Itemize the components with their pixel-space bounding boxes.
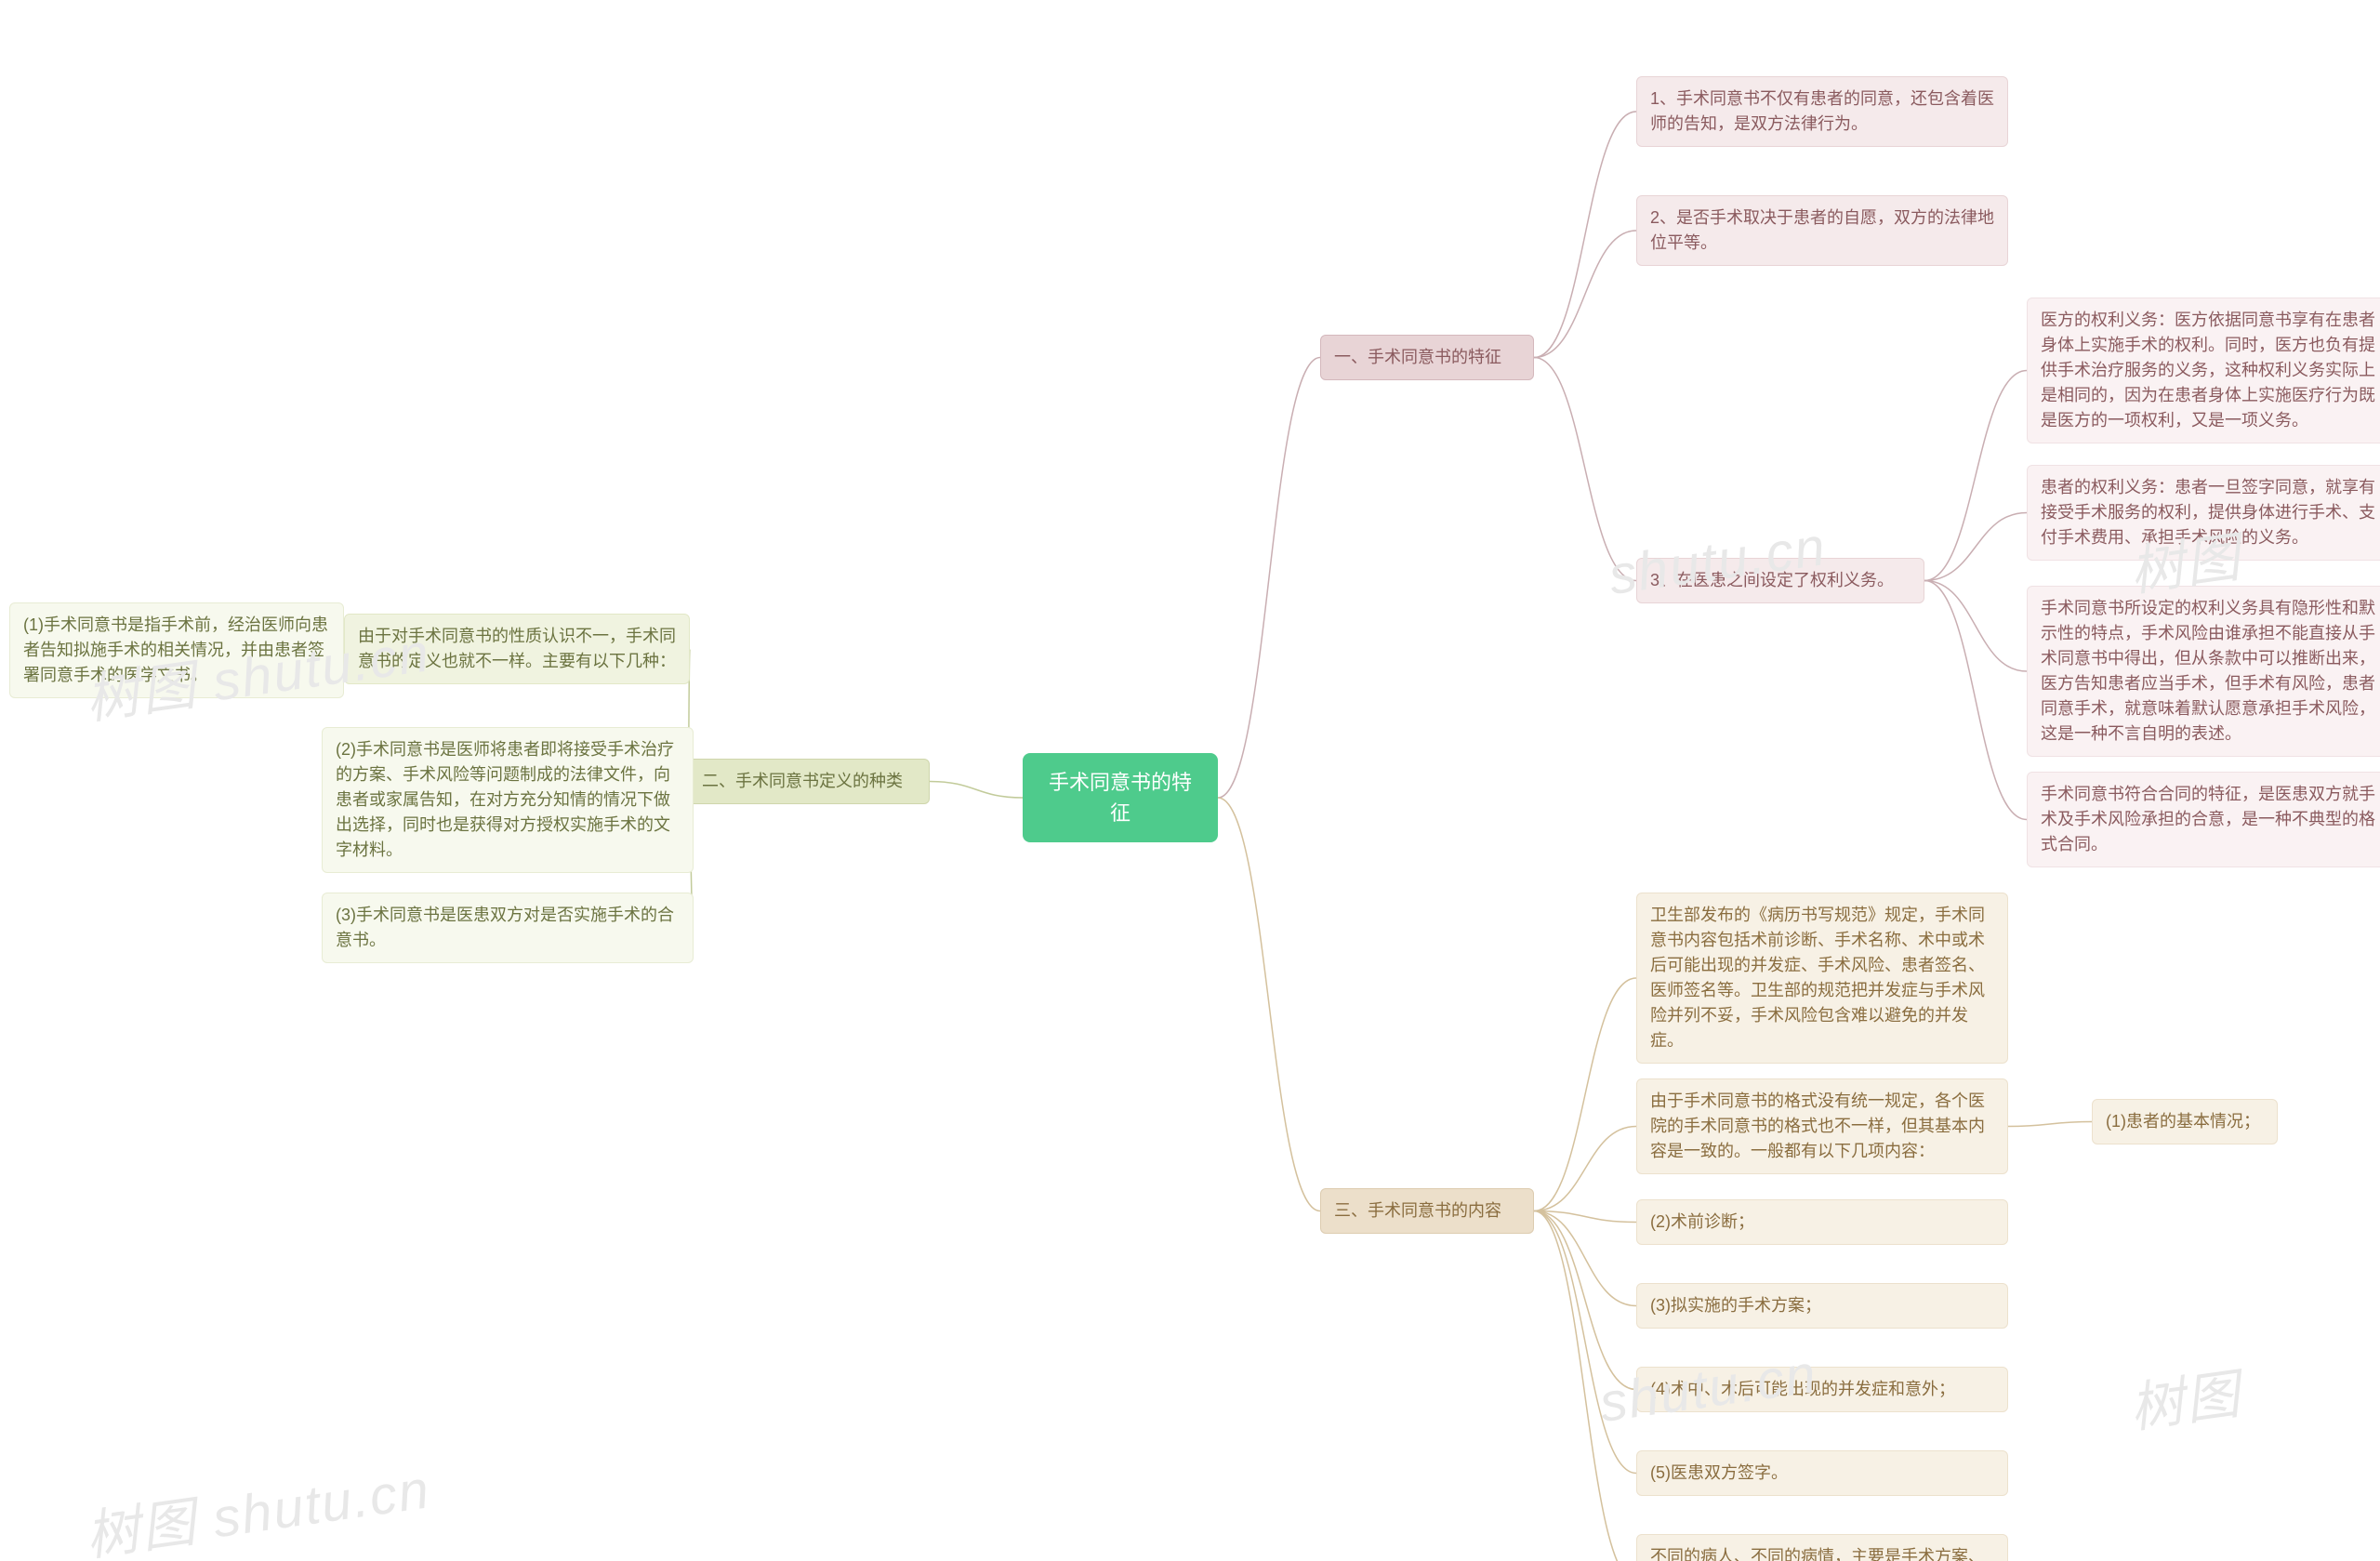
watermark: 树图	[2124, 1350, 2246, 1443]
branch-3-child-5[interactable]: (4)术中、术后可能出现的并发症和意外；	[1636, 1367, 2008, 1412]
branch-1-child-3-sub-1[interactable]: 医方的权利义务：医方依据同意书享有在患者身体上实施手术的权利。同时，医方也负有提…	[2027, 298, 2380, 443]
branch-1-child-1[interactable]: 1、手术同意书不仅有患者的同意，还包含着医师的告知，是双方法律行为。	[1636, 76, 2008, 147]
branch-1-child-3[interactable]: 3、在医患之间设定了权利义务。	[1636, 558, 1924, 603]
branch-2-intro[interactable]: 由于对手术同意书的性质认识不一，手术同意书的定义也就不一样。主要有以下几种：	[344, 614, 690, 684]
branch-2-child-1[interactable]: (1)手术同意书是指手术前，经治医师向患者告知拟施手术的相关情况，并由患者签署同…	[9, 602, 344, 698]
branch-3-child-4[interactable]: (3)拟实施的手术方案；	[1636, 1283, 2008, 1329]
branch-3-child-3[interactable]: (2)术前诊断；	[1636, 1199, 2008, 1245]
branch-3-child-7[interactable]: 不同的病人、不同的病情，主要是手术方案、手术风险的不同。笔者认为手术同意书的实质…	[1636, 1534, 2008, 1561]
watermark: 树图 shutu.cn	[80, 1445, 434, 1561]
branch-2-child-2[interactable]: (2)手术同意书是医师将患者即将接受手术治疗的方案、手术风险等问题制成的法律文件…	[322, 727, 694, 873]
branch-3-child-2-sub-1[interactable]: (1)患者的基本情况；	[2092, 1099, 2278, 1144]
branch-3-child-6[interactable]: (5)医患双方签字。	[1636, 1450, 2008, 1496]
branch-1-child-3-sub-2[interactable]: 患者的权利义务：患者一旦签字同意，就享有接受手术服务的权利，提供身体进行手术、支…	[2027, 465, 2380, 561]
branch-1-child-2[interactable]: 2、是否手术取决于患者的自愿，双方的法律地位平等。	[1636, 195, 2008, 266]
branch-1-child-3-sub-3[interactable]: 手术同意书所设定的权利义务具有隐形性和默示性的特点，手术风险由谁承担不能直接从手…	[2027, 586, 2380, 757]
branch-1-child-3-sub-4[interactable]: 手术同意书符合合同的特征，是医患双方就手术及手术风险承担的合意，是一种不典型的格…	[2027, 772, 2380, 867]
branch-3[interactable]: 三、手术同意书的内容	[1320, 1188, 1534, 1234]
branch-2[interactable]: 二、手术同意书定义的种类	[688, 759, 930, 804]
root-node[interactable]: 手术同意书的特征	[1023, 753, 1218, 842]
branch-1[interactable]: 一、手术同意书的特征	[1320, 335, 1534, 380]
branch-2-child-3[interactable]: (3)手术同意书是医患双方对是否实施手术的合意书。	[322, 893, 694, 963]
branch-3-child-2[interactable]: 由于手术同意书的格式没有统一规定，各个医院的手术同意书的格式也不一样，但其基本内…	[1636, 1078, 2008, 1174]
branch-3-child-1[interactable]: 卫生部发布的《病历书写规范》规定，手术同意书内容包括术前诊断、手术名称、术中或术…	[1636, 893, 2008, 1064]
